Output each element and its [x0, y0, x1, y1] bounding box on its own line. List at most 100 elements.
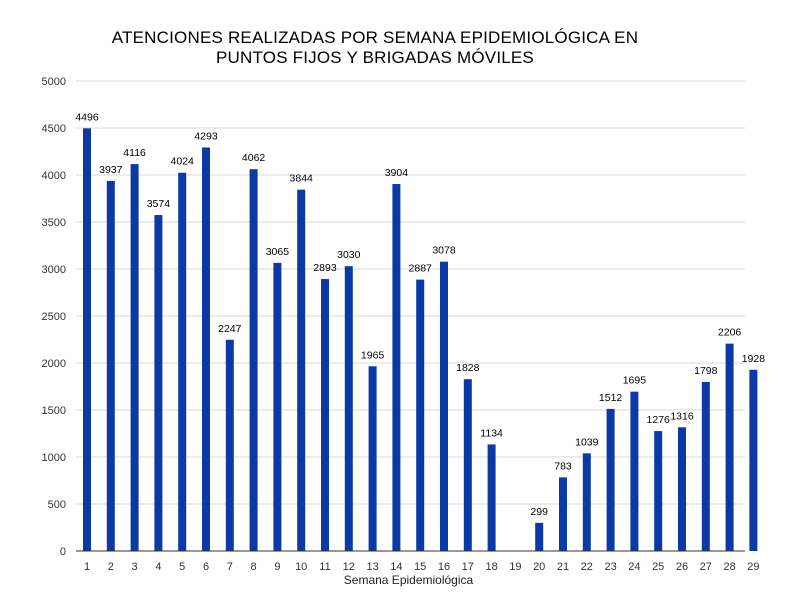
bar: [154, 215, 163, 551]
y-tick-label: 500: [48, 499, 66, 511]
bar: [202, 147, 210, 551]
bar: [249, 169, 258, 551]
chart-title: ATENCIONES REALIZADAS POR SEMANA EPIDEMI…: [0, 28, 750, 68]
y-tick-label: 1000: [42, 452, 66, 464]
x-tick-label: 8: [251, 561, 257, 573]
data-label: 3065: [266, 246, 290, 258]
bar: [392, 184, 401, 552]
x-tick-label: 5: [179, 561, 185, 573]
bar: [178, 172, 187, 551]
x-tick-label: 29: [747, 561, 759, 573]
bar: [487, 444, 496, 551]
data-label: 4496: [75, 111, 99, 123]
x-tick-label: 10: [295, 561, 307, 573]
x-axis-title: Semana Epidemiológica: [344, 573, 474, 587]
y-tick-label: 0: [60, 546, 66, 558]
x-tick-label: 21: [557, 561, 569, 573]
data-label: 4116: [123, 147, 146, 159]
data-label: 1276: [647, 414, 671, 426]
x-tick-label: 18: [485, 561, 497, 573]
bar: [321, 279, 329, 551]
data-label: 3574: [147, 198, 171, 210]
grid-lines: [76, 80, 745, 505]
data-label: 1965: [361, 349, 385, 361]
x-tick-label: 17: [462, 561, 474, 573]
bar: [582, 453, 591, 551]
data-label: 2887: [409, 263, 433, 275]
x-tick-label: 22: [581, 561, 593, 573]
y-tick-label: 4500: [42, 123, 66, 135]
bar: [678, 427, 686, 551]
bar: [344, 266, 353, 551]
y-tick-label: 3000: [42, 264, 66, 276]
data-label: 299: [530, 506, 548, 518]
x-tick-label: 4: [155, 561, 161, 573]
data-label: 3937: [99, 164, 123, 176]
x-tick-label: 23: [604, 561, 616, 573]
x-tick-label: 26: [676, 561, 688, 573]
bar: [368, 366, 377, 551]
data-label: 1134: [480, 427, 503, 439]
x-tick-label: 28: [723, 561, 735, 573]
x-tick-label: 2: [108, 561, 114, 573]
bar: [225, 339, 234, 551]
bars: [83, 128, 758, 552]
x-tick-label: 14: [390, 561, 402, 573]
bar: [83, 128, 91, 551]
bar: [725, 343, 734, 551]
data-label: 783: [554, 460, 572, 472]
data-label: 4293: [194, 130, 218, 142]
bar: [440, 261, 448, 551]
x-tick-label: 20: [533, 561, 545, 573]
data-label: 2893: [313, 262, 337, 274]
data-label: 2247: [218, 323, 242, 335]
chart-title-line-2: PUNTOS FIJOS Y BRIGADAS MÓVILES: [216, 48, 534, 67]
x-tick-label: 19: [509, 561, 521, 573]
x-tick-label: 12: [343, 561, 355, 573]
y-tick-label: 4000: [42, 170, 66, 182]
x-tick-label: 1: [84, 561, 90, 573]
x-tick-label: 16: [438, 561, 450, 573]
bar: [630, 391, 639, 551]
chart-title-line-1: ATENCIONES REALIZADAS POR SEMANA EPIDEMI…: [111, 28, 639, 47]
bar: [106, 180, 115, 551]
data-label: 1695: [623, 375, 647, 387]
x-tick-label: 7: [227, 561, 233, 573]
x-tick-label: 27: [700, 561, 712, 573]
bar: [559, 477, 567, 551]
bar: [654, 431, 663, 551]
bar: [701, 381, 710, 551]
y-axis-ticks: 0 500 1000 1500 2000 2500 3000 3500 4000 4500 5000: [42, 76, 66, 558]
bar: [535, 522, 544, 551]
y-tick-label: 2000: [42, 358, 66, 370]
y-tick-label: 2500: [42, 311, 66, 323]
x-tick-label: 25: [652, 561, 664, 573]
data-label: 1316: [670, 410, 694, 422]
x-tick-label: 6: [203, 561, 209, 573]
x-tick-label: 11: [319, 561, 330, 573]
data-label: 3904: [385, 167, 409, 179]
data-label: 1928: [742, 353, 766, 365]
x-tick-label: 15: [414, 561, 426, 573]
x-tick-label: 13: [366, 561, 378, 573]
bar: [130, 164, 139, 551]
data-label: 3844: [290, 173, 314, 185]
x-tick-label: 24: [628, 561, 640, 573]
x-tick-label: 3: [132, 561, 138, 573]
bar: [273, 262, 282, 551]
data-label: 3078: [432, 245, 456, 257]
bar: [416, 279, 425, 551]
bar: [463, 379, 472, 551]
y-tick-label: 3500: [42, 217, 66, 229]
bar: [606, 408, 615, 551]
data-label: 4024: [171, 156, 195, 168]
bar: [297, 189, 306, 551]
y-tick-label: 1500: [42, 405, 66, 417]
y-tick-label: 5000: [42, 76, 66, 88]
x-tick-label: 9: [274, 561, 280, 573]
data-label: 1039: [575, 436, 599, 448]
data-label: 1828: [456, 362, 480, 374]
data-label: 2206: [718, 327, 742, 339]
